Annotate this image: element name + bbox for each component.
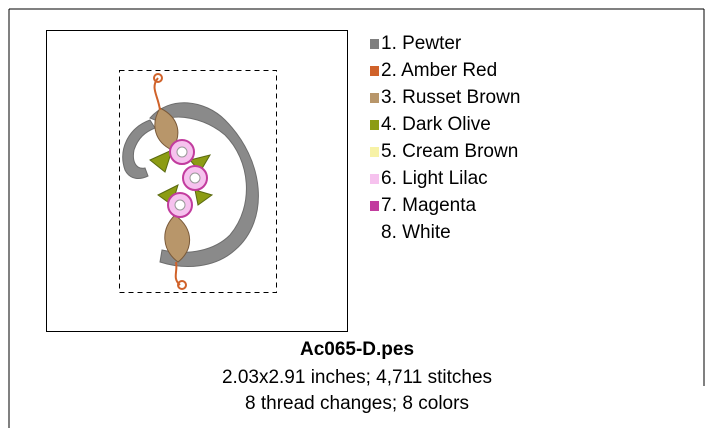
- thread-swatch: [370, 93, 379, 103]
- thread-swatch: [370, 120, 379, 130]
- thread-swatch: [370, 147, 379, 157]
- thread-swatch: [370, 174, 379, 184]
- thread-list: 1. Pewter 2. Amber Red 3. Russet Brown 4. D…: [370, 33, 520, 243]
- thread-label: 1. Pewter: [381, 33, 462, 54]
- thread-label: 6. Light Lilac: [381, 168, 488, 189]
- thread-label: 3. Russet Brown: [381, 87, 520, 108]
- thread-swatch: [370, 39, 379, 49]
- thread-label: 8. White: [381, 222, 451, 243]
- thread-label: 5. Cream Brown: [381, 141, 518, 162]
- thread-swatch: [370, 201, 379, 211]
- design-image: [122, 73, 259, 290]
- file-name: Ac065-D.pes: [300, 339, 414, 360]
- size-info: 2.03x2.91 inches; 4,711 stitches: [222, 367, 492, 388]
- thread-swatch: [370, 66, 379, 76]
- thread-label: 4. Dark Olive: [381, 114, 491, 135]
- thread-label: 7. Magenta: [381, 195, 476, 216]
- thread-swatch: [370, 228, 379, 238]
- thread-label: 2. Amber Red: [381, 60, 497, 81]
- changes-info: 8 thread changes; 8 colors: [245, 393, 469, 414]
